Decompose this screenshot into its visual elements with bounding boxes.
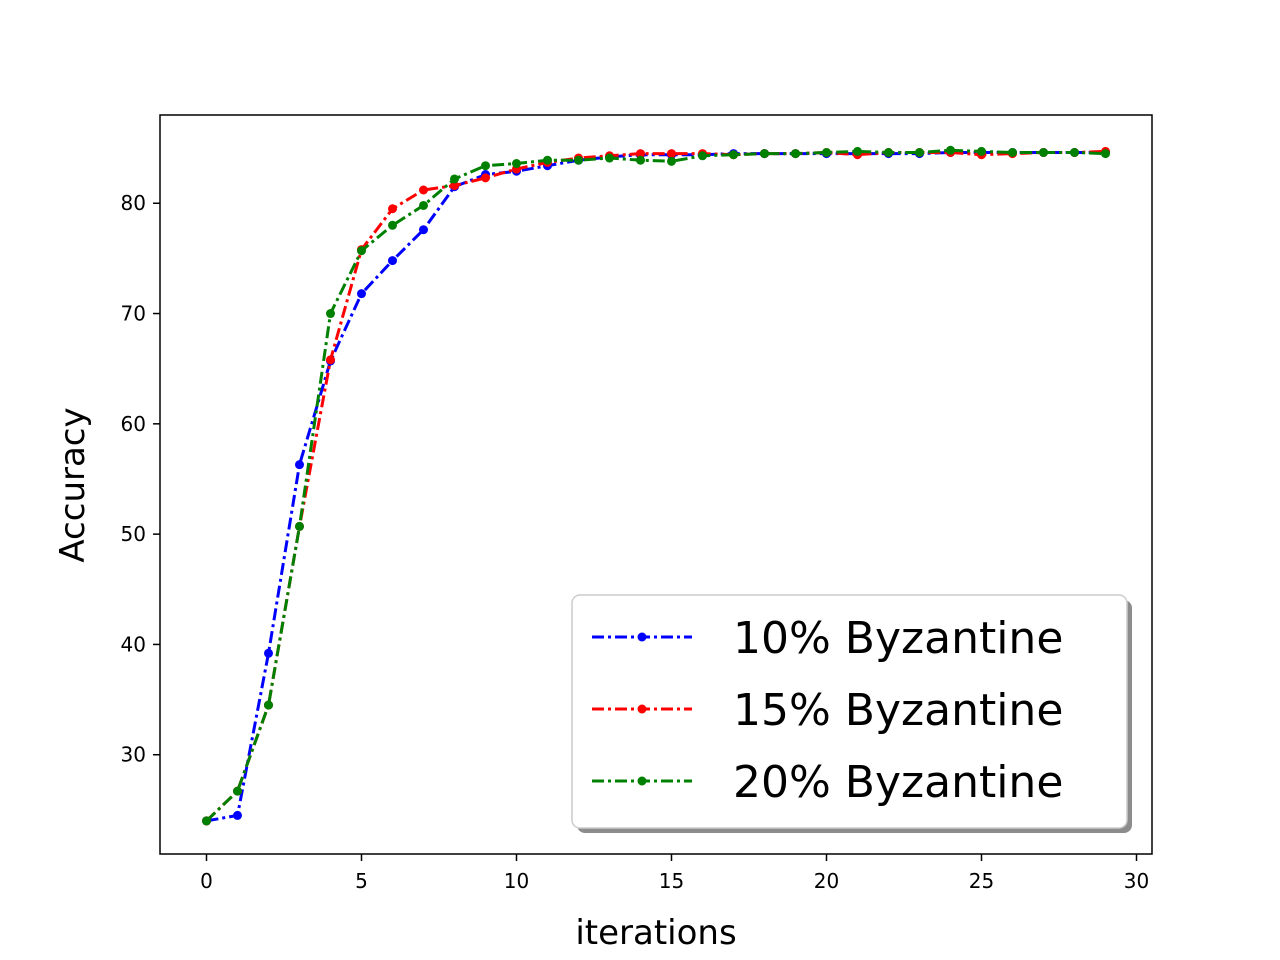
data-point xyxy=(388,204,397,214)
data-point xyxy=(1070,148,1079,158)
x-tick-label: 5 xyxy=(355,869,368,893)
data-point xyxy=(822,148,831,158)
y-tick-label: 70 xyxy=(121,302,146,326)
data-point xyxy=(667,149,676,159)
data-point xyxy=(977,146,986,156)
data-point xyxy=(1008,148,1017,158)
data-point xyxy=(481,173,490,183)
x-tick-label: 30 xyxy=(1124,869,1149,893)
data-point xyxy=(1101,149,1110,159)
data-point xyxy=(450,181,459,191)
data-point xyxy=(915,148,924,158)
data-point xyxy=(729,150,738,160)
axis-ticks: 0 5 10 15 20 25 30 30 40 50 60 70 80 xyxy=(121,191,1150,893)
y-tick-label: 50 xyxy=(121,522,146,546)
x-tick-label: 20 xyxy=(814,869,839,893)
data-point xyxy=(202,816,211,826)
legend-label: 15% Byzantine xyxy=(733,685,1063,736)
data-point xyxy=(791,149,800,159)
data-point xyxy=(450,174,459,184)
x-tick-label: 0 xyxy=(200,869,213,893)
legend-marker xyxy=(637,776,647,786)
data-point xyxy=(760,149,769,159)
series-line xyxy=(205,148,1106,822)
data-point xyxy=(233,786,242,796)
data-point xyxy=(357,289,366,299)
legend-entry: 15% Byzantine xyxy=(592,685,1063,736)
data-point xyxy=(636,155,645,165)
data-point xyxy=(543,155,552,165)
data-point xyxy=(698,151,707,161)
data-point xyxy=(264,648,273,658)
data-point xyxy=(388,220,397,230)
data-point xyxy=(295,460,304,470)
series-layer xyxy=(202,145,1110,826)
series-line xyxy=(205,149,1106,822)
data-point xyxy=(1039,148,1048,158)
legend-marker xyxy=(637,632,647,642)
x-tick-label: 10 xyxy=(504,869,529,893)
y-tick-label: 60 xyxy=(121,412,146,436)
series-3 xyxy=(202,145,1110,826)
legend-entry: 10% Byzantine xyxy=(592,613,1063,664)
plot-area-frame xyxy=(159,114,1153,855)
series-line xyxy=(206,151,1106,823)
data-point xyxy=(233,810,242,820)
data-point xyxy=(419,200,428,210)
data-point xyxy=(326,355,335,365)
data-point xyxy=(853,146,862,156)
data-point xyxy=(419,185,428,195)
data-point xyxy=(605,153,614,163)
data-point xyxy=(419,225,428,235)
legend-box xyxy=(571,594,1128,829)
legend-label: 20% Byzantine xyxy=(733,757,1063,808)
legend-label: 10% Byzantine xyxy=(733,613,1063,664)
data-point xyxy=(884,148,893,158)
legend-entry: 20% Byzantine xyxy=(592,757,1063,808)
data-point xyxy=(264,700,273,710)
y-axis-label: Accuracy xyxy=(53,407,93,562)
legend: 10% Byzantine 15% Byzantine 20% Byzantine xyxy=(571,594,1132,833)
legend-entries: 10% Byzantine 15% Byzantine 20% Byzantine xyxy=(592,613,1063,808)
data-point xyxy=(667,156,676,166)
legend-marker xyxy=(637,704,647,714)
y-tick-label: 40 xyxy=(121,632,146,656)
x-tick-label: 25 xyxy=(969,869,994,893)
data-point xyxy=(946,145,955,155)
x-axis-label: iterations xyxy=(575,913,736,953)
data-point xyxy=(574,155,583,165)
data-point xyxy=(636,149,645,159)
y-tick-label: 30 xyxy=(121,743,146,767)
data-point xyxy=(295,521,304,531)
data-point xyxy=(388,256,397,266)
data-point xyxy=(512,159,521,169)
data-point xyxy=(357,246,366,256)
data-point xyxy=(326,309,335,319)
data-point xyxy=(481,161,490,171)
x-tick-label: 15 xyxy=(659,869,684,893)
y-tick-label: 80 xyxy=(121,191,146,215)
